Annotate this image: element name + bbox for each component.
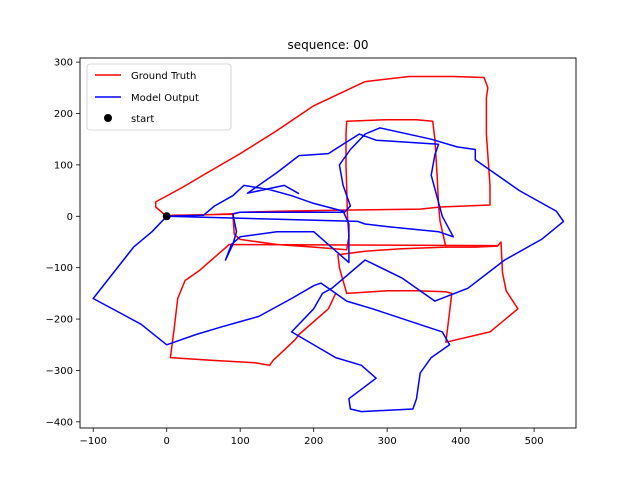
legend-start-marker <box>104 114 112 122</box>
x-tick-label: 200 <box>304 436 323 447</box>
x-tick-label: 100 <box>231 436 250 447</box>
legend-model-output-label: Model Output <box>131 93 199 104</box>
series-line-model-output <box>92 127 565 413</box>
x-tick-label: 400 <box>451 436 470 447</box>
y-tick-label: 0 <box>67 212 73 223</box>
x-tick-label: 300 <box>378 436 397 447</box>
y-tick-label: 200 <box>54 109 73 120</box>
legend-start-label: start <box>131 114 154 125</box>
y-tick-label: 100 <box>54 160 73 171</box>
legend-ground-truth-label: Ground Truth <box>131 71 196 82</box>
x-tick-label: 0 <box>164 436 170 447</box>
start-marker <box>162 212 171 221</box>
y-tick-label: −300 <box>46 366 73 377</box>
plot-frame <box>79 57 577 429</box>
x-tick-label: −100 <box>79 436 106 447</box>
x-axis: −100 0 100 200 300 400 500 <box>79 428 544 447</box>
y-tick-label: −400 <box>46 417 73 428</box>
y-tick-label: −100 <box>46 263 73 274</box>
y-axis: −400 −300 −200 −100 0 100 200 300 <box>46 58 80 428</box>
series-layer <box>92 75 565 413</box>
y-tick-label: −200 <box>46 315 73 326</box>
legend-box <box>86 63 232 131</box>
chart-title: sequence: 00 <box>288 38 369 52</box>
plot-area <box>92 75 565 413</box>
legend: Ground Truth Model Output start <box>86 63 232 131</box>
series-line-ground-truth <box>154 75 519 367</box>
x-tick-label: 500 <box>525 436 544 447</box>
y-tick-label: 300 <box>54 58 73 69</box>
